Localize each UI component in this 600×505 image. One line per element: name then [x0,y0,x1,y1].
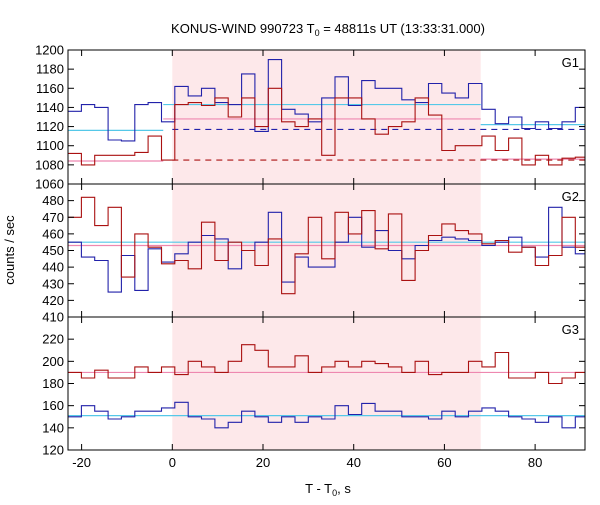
series-red-step-line [68,196,585,295]
y-tick-label: 440 [42,260,64,275]
x-tick-label: 80 [528,455,542,470]
highlight-interval [172,317,481,450]
series-red-step-line [68,344,585,385]
panel-g1: 1060 1080 1100 1120 1140 1160 1180 1200 G1 [35,43,586,192]
y-tick-label: 480 [42,193,64,208]
x-axis-label: T - T0, s [305,481,351,498]
panel-label: G1 [562,55,579,70]
y-tick-label: 200 [42,354,64,369]
panel-label: G3 [562,322,579,337]
x-tick-label: 20 [256,455,270,470]
y-tick-label: 1080 [35,157,64,172]
chart-title: KONUS-WIND 990723 T0 = 48811s UT (13:33:… [171,21,485,38]
y-tick-label: 1120 [36,119,64,134]
y-tick-label: 410 [42,310,64,325]
y-tick-label: 180 [42,376,64,391]
y-tick-label: 430 [42,276,64,291]
y-tick-label: 470 [42,210,64,225]
y-tick-label: 140 [42,420,64,435]
series-blue-step-line [68,59,585,142]
y-tick-label: 420 [42,293,64,308]
series-blue-step-line [68,401,585,429]
y-tick-label: 1180 [36,62,64,77]
panels-layer: 10601080110011201140116011801200G1410420… [35,43,586,470]
y-tick-label: 220 [42,332,64,347]
y-tick-label: 1100 [36,138,64,153]
y-tick-label: 1200 [35,43,64,58]
panel-label: G2 [562,189,579,204]
x-tick-label: -20 [72,455,91,470]
series-red-step-line [68,87,585,166]
y-tick-label: 450 [42,243,64,258]
highlight-interval [172,50,481,184]
x-tick-label: 40 [346,455,360,470]
series-blue-step-line [68,206,585,293]
y-tick-label: 1140 [36,100,64,115]
y-axis-label: counts / sec [2,215,17,285]
x-tick-label: 60 [437,455,451,470]
y-tick-label: 460 [42,226,64,241]
highlight-interval [172,184,481,317]
y-tick-label: 120 [42,443,64,458]
x-tick-label: 0 [169,455,176,470]
y-tick-label: 1160 [36,81,64,96]
panel-g3: 120 140 160 180 200 220 -20 0 20 40 60 80 G3 [42,316,586,470]
y-tick-label: 160 [42,398,64,413]
y-tick-label: 1060 [35,177,64,192]
